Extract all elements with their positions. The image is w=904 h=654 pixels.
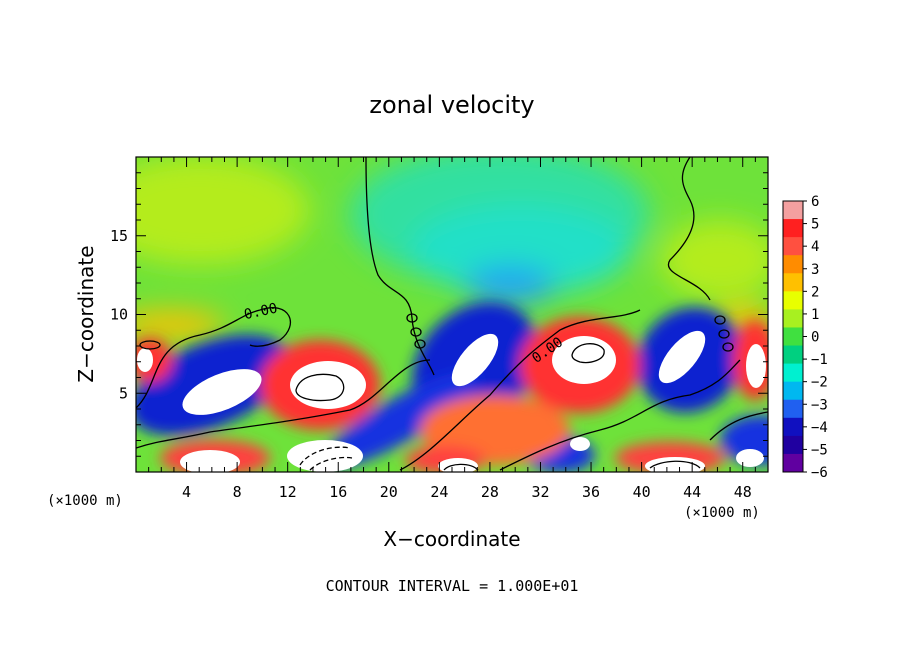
colorbar-tick-label: −4 bbox=[811, 420, 828, 436]
colorbar-swatch bbox=[783, 381, 803, 401]
x-axis-title: X−coordinate bbox=[383, 527, 520, 551]
colorbar-swatch bbox=[783, 255, 803, 274]
colorbar-swatch bbox=[783, 273, 803, 292]
y-tick-label: 15 bbox=[110, 227, 128, 245]
colorbar-swatch bbox=[783, 417, 803, 437]
x-tick-label: 32 bbox=[531, 483, 549, 501]
colorbar-tick-label: −3 bbox=[811, 397, 828, 413]
colorbar-swatch bbox=[783, 291, 803, 310]
colorbar-tick-label: 3 bbox=[811, 262, 819, 278]
x-tick-label: 20 bbox=[380, 483, 398, 501]
colorbar-tick-label: 5 bbox=[811, 217, 819, 233]
colorbar-tick-label: −5 bbox=[811, 442, 828, 458]
colorbar-tick-label: −6 bbox=[811, 465, 828, 481]
chart-title: zonal velocity bbox=[369, 91, 534, 119]
colorbar-swatch bbox=[783, 453, 803, 473]
colorbar-tick-label: 0 bbox=[811, 330, 819, 346]
y-tick-label: 10 bbox=[110, 306, 128, 324]
heatmap-field bbox=[136, 157, 768, 472]
colorbar-tick-label: 4 bbox=[811, 239, 819, 255]
x-axis: 4 8 12 16 20 24 28 32 36 40 44 48 bbox=[148, 157, 756, 501]
x-tick-label: 4 bbox=[182, 483, 191, 501]
colorbar-swatch bbox=[783, 219, 803, 238]
x-tick-label: 48 bbox=[734, 483, 752, 501]
y-axis-title: Z−coordinate bbox=[74, 245, 98, 382]
colorbar-ticks: 6 5 4 3 2 1 0 −1 −2 −3 −4 −5 −6 bbox=[803, 194, 828, 481]
colorbar-swatch bbox=[783, 327, 803, 347]
colorbar-swatch bbox=[783, 363, 803, 383]
x-tick-label: 44 bbox=[683, 483, 701, 501]
x-tick-label: 24 bbox=[430, 483, 448, 501]
x-tick-label: 16 bbox=[329, 483, 347, 501]
colorbar bbox=[782, 200, 804, 473]
x-unit-right: (×1000 m) bbox=[684, 505, 760, 521]
x-unit-left: (×1000 m) bbox=[47, 493, 123, 509]
colorbar-swatch bbox=[783, 399, 803, 419]
colorbar-tick-label: 2 bbox=[811, 284, 819, 300]
y-tick-label: 5 bbox=[119, 384, 128, 402]
colorbar-tick-label: −2 bbox=[811, 375, 828, 391]
contour-label: 0.00 bbox=[243, 300, 279, 323]
y-axis: 5 10 15 bbox=[110, 172, 768, 457]
x-tick-label: 8 bbox=[233, 483, 242, 501]
colorbar-swatch bbox=[783, 435, 803, 455]
contour-interval-text: CONTOUR INTERVAL = 1.000E+01 bbox=[326, 577, 579, 595]
colorbar-tick-label: −1 bbox=[811, 352, 828, 368]
x-tick-label: 28 bbox=[481, 483, 499, 501]
colorbar-swatch bbox=[783, 237, 803, 256]
colorbar-tick-label: 1 bbox=[811, 307, 819, 323]
x-tick-label: 40 bbox=[633, 483, 651, 501]
colorbar-swatch bbox=[783, 201, 803, 220]
colorbar-swatch bbox=[783, 345, 803, 365]
colorbar-swatch bbox=[783, 309, 803, 328]
colorbar-tick-label: 6 bbox=[811, 194, 819, 210]
x-tick-label: 12 bbox=[279, 483, 297, 501]
x-tick-label: 36 bbox=[582, 483, 600, 501]
